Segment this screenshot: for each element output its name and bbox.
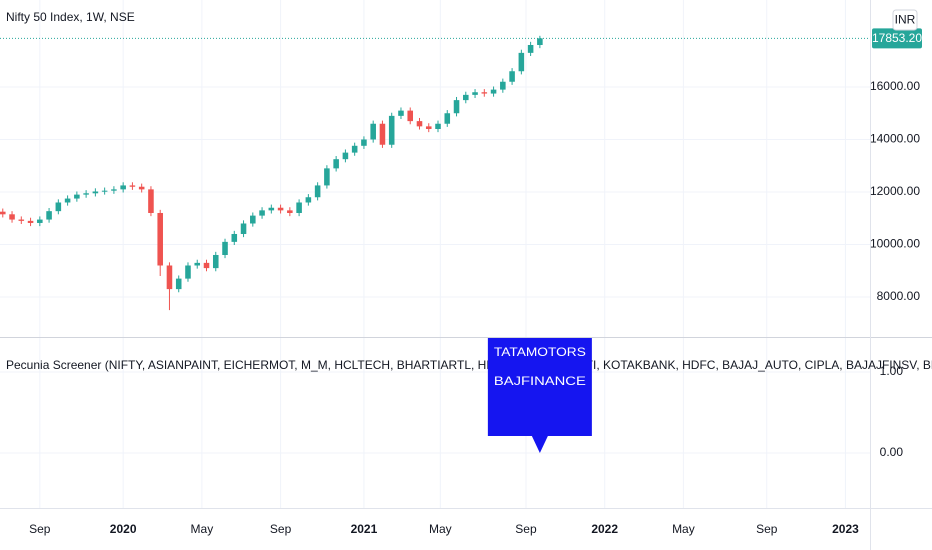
x-tick-label: May bbox=[191, 522, 214, 536]
y-tick-label: 14000.00 bbox=[870, 132, 920, 146]
candle-body bbox=[527, 44, 534, 53]
candle-body bbox=[351, 145, 358, 153]
candle-body bbox=[342, 152, 349, 160]
candle-body bbox=[472, 92, 478, 95]
candle-body bbox=[74, 194, 80, 199]
candle-body bbox=[500, 81, 506, 90]
screener-label-text: BAJFINANCE bbox=[494, 374, 586, 388]
candle-body bbox=[250, 215, 256, 224]
candle-body bbox=[18, 219, 25, 221]
candle-body bbox=[435, 123, 441, 129]
screener-label-text: TATAMOTORS bbox=[494, 345, 586, 359]
x-tick-label: 2023 bbox=[832, 522, 859, 536]
candle-body bbox=[92, 191, 99, 194]
candle-body bbox=[490, 89, 497, 94]
candle-body bbox=[416, 121, 423, 127]
candle-body bbox=[37, 219, 43, 223]
candle-body bbox=[425, 126, 432, 129]
candle-body bbox=[222, 241, 228, 255]
candle-body bbox=[388, 115, 395, 145]
candle-body bbox=[83, 193, 89, 195]
x-tick-label: May bbox=[429, 522, 452, 536]
candle-body bbox=[398, 110, 404, 116]
candle-body bbox=[55, 202, 62, 212]
grid bbox=[0, 0, 870, 508]
candle-body bbox=[296, 202, 302, 213]
candle-body bbox=[46, 211, 52, 220]
candle-body bbox=[194, 262, 201, 266]
overlay: Sep 2020 May Sep 2021 May Sep 2022 May Sep 2023 800… bbox=[29, 28, 922, 536]
y-tick-label: 8000.00 bbox=[877, 289, 921, 303]
candle-body bbox=[175, 278, 182, 290]
candle-body bbox=[379, 123, 386, 145]
x-tick-label: Sep bbox=[29, 522, 51, 536]
candle-body bbox=[101, 190, 108, 192]
x-tick-label: 2021 bbox=[351, 522, 378, 536]
x-tick-label: 2022 bbox=[591, 522, 618, 536]
candle-body bbox=[259, 210, 265, 216]
y-tick-label: 0.00 bbox=[880, 445, 904, 459]
candle-body bbox=[212, 254, 219, 269]
x-tick-label: May bbox=[672, 522, 695, 536]
candle-body bbox=[0, 211, 6, 215]
currency-button[interactable] bbox=[892, 9, 918, 31]
candle-body bbox=[138, 186, 145, 190]
candle-body bbox=[268, 207, 275, 211]
last-price-box bbox=[872, 28, 922, 49]
candle-body bbox=[27, 220, 34, 223]
x-tick-label: 2020 bbox=[110, 522, 137, 536]
chart-title: Nifty 50 Index, 1W, NSE bbox=[6, 10, 135, 24]
candle-body bbox=[407, 110, 414, 122]
indicator-title: Pecunia Screener (NIFTY, ASIANPAINT, EIC… bbox=[6, 358, 932, 372]
candle-body bbox=[481, 92, 488, 94]
candle-body bbox=[277, 207, 284, 211]
screener-label bbox=[487, 338, 592, 453]
candle-body bbox=[185, 265, 191, 279]
candle-body bbox=[231, 233, 238, 242]
candle-body bbox=[111, 189, 117, 191]
candle-body bbox=[129, 185, 136, 187]
candle-body bbox=[537, 38, 543, 45]
candle-body bbox=[453, 100, 460, 114]
plot bbox=[0, 35, 870, 311]
last-price-label: 17853.20 bbox=[872, 31, 922, 45]
candle-body bbox=[64, 198, 71, 203]
y-tick-label: 16000.00 bbox=[870, 79, 920, 93]
candle-body bbox=[120, 185, 126, 190]
y-tick-label: 10000.00 bbox=[870, 237, 920, 251]
x-tick-label: Sep bbox=[756, 522, 778, 536]
candle-body bbox=[518, 52, 525, 72]
x-tick-label: Sep bbox=[515, 522, 537, 536]
candle-body bbox=[370, 123, 376, 140]
candle-body bbox=[361, 139, 367, 146]
candle-body bbox=[314, 185, 321, 198]
candle-body bbox=[240, 223, 247, 234]
candle-body bbox=[148, 189, 154, 213]
candle-body bbox=[324, 168, 330, 186]
y-tick-label: 12000.00 bbox=[870, 184, 920, 198]
candle-body bbox=[203, 262, 210, 269]
candle-body bbox=[444, 113, 451, 124]
candle-body bbox=[463, 94, 469, 101]
y-tick-label: 1.00 bbox=[880, 364, 904, 378]
candle-body bbox=[287, 210, 293, 213]
candle-body bbox=[509, 71, 515, 82]
candle-body bbox=[166, 265, 173, 290]
candle-body bbox=[9, 214, 15, 220]
candle-body bbox=[333, 159, 339, 169]
candle-body bbox=[157, 212, 163, 266]
x-tick-label: Sep bbox=[270, 522, 292, 536]
candle-body bbox=[305, 197, 312, 203]
currency-label[interactable]: INR bbox=[895, 13, 916, 27]
